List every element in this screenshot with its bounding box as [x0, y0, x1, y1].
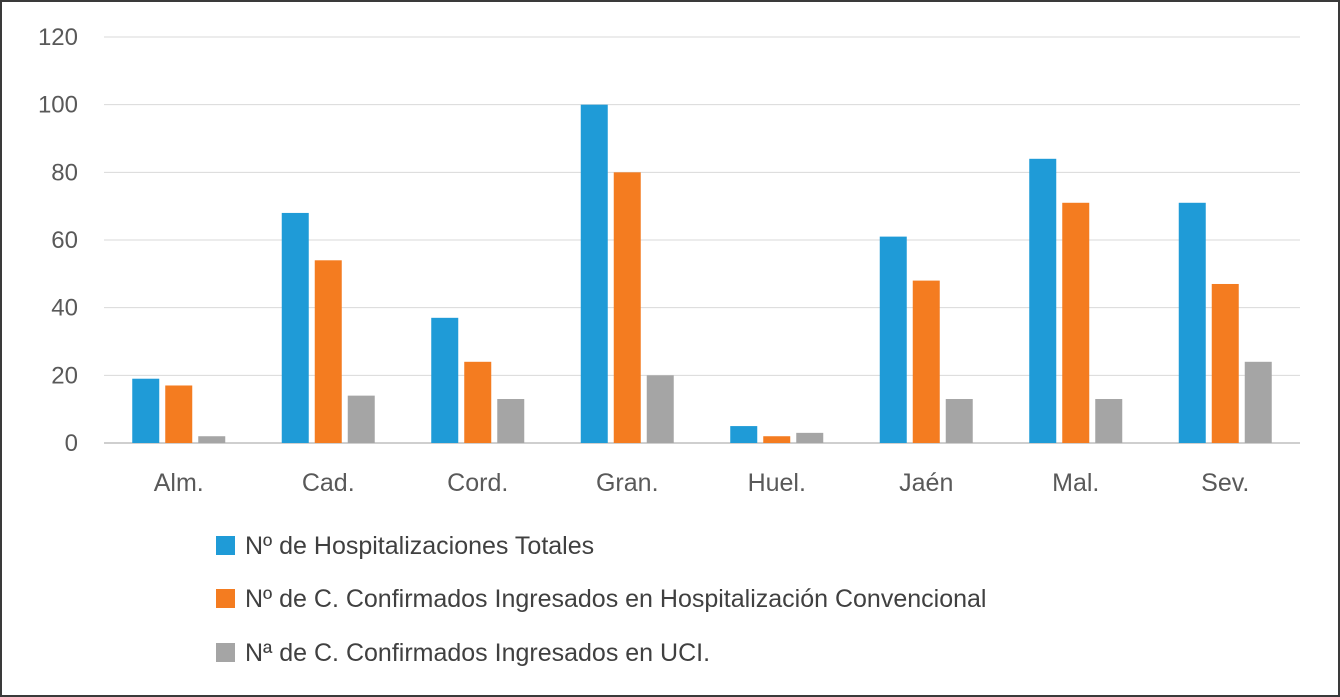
bar-2: [613, 172, 641, 444]
y-tick-label: 120: [38, 24, 78, 51]
y-axis-ticks: 0 20 40 60 80 100 120: [38, 24, 78, 457]
legend-swatch: [216, 536, 235, 555]
legend: Nº de Hospitalizaciones Totales Nº de C. …: [216, 532, 986, 667]
bar-3: [497, 399, 525, 443]
y-tick-label: 60: [51, 227, 78, 254]
y-tick-label: 80: [51, 159, 78, 186]
bar-2: [165, 385, 193, 443]
x-tick-label: Cad.: [302, 469, 355, 497]
legend-label: Nº de Hospitalizaciones Totales: [245, 532, 594, 560]
bar-3: [646, 375, 674, 443]
x-tick-label: Gran.: [596, 469, 659, 497]
x-tick-label: Jaén: [899, 469, 953, 497]
bar-2: [763, 436, 791, 443]
bar-3: [198, 436, 226, 443]
legend-item: Nº de Hospitalizaciones Totales: [216, 532, 594, 560]
bar-2: [464, 361, 492, 443]
bars: [132, 104, 1272, 444]
bar-1: [1029, 158, 1057, 444]
x-tick-label: Huel.: [748, 469, 806, 497]
x-tick-label: Sev.: [1201, 469, 1249, 497]
bar-3: [1244, 361, 1272, 443]
bar-3: [796, 432, 824, 443]
y-tick-label: 100: [38, 92, 78, 119]
bar-2: [1062, 202, 1090, 443]
x-tick-label: Cord.: [447, 469, 508, 497]
bar-1: [1178, 202, 1206, 443]
x-axis-labels: Alm. Cad. Cord. Gran. Huel. Jaén Mal. Sev.: [154, 469, 1250, 497]
bar-2: [912, 280, 940, 443]
bar-2: [314, 260, 342, 443]
legend-label: Nª de C. Confirmados Ingresados en UCI.: [245, 639, 710, 667]
y-tick-label: 0: [65, 430, 78, 457]
x-tick-label: Mal.: [1052, 469, 1099, 497]
bar-1: [580, 104, 608, 444]
legend-item: Nª de C. Confirmados Ingresados en UCI.: [216, 639, 710, 667]
bar-1: [431, 317, 459, 443]
bar-1: [879, 236, 907, 443]
legend-item: Nº de C. Confirmados Ingresados en Hospi…: [216, 585, 986, 613]
bar-1: [132, 378, 160, 443]
bar-3: [347, 395, 375, 443]
bar-3: [945, 399, 973, 443]
y-tick-label: 40: [51, 295, 78, 322]
legend-swatch: [216, 589, 235, 608]
y-tick-label: 20: [51, 362, 78, 389]
bar-2: [1211, 283, 1239, 443]
legend-label: Nº de C. Confirmados Ingresados en Hospi…: [245, 585, 986, 613]
x-tick-label: Alm.: [154, 469, 204, 497]
legend-swatch: [216, 643, 235, 662]
bar-1: [730, 426, 758, 443]
bar-3: [1095, 399, 1123, 443]
bar-1: [281, 212, 309, 443]
